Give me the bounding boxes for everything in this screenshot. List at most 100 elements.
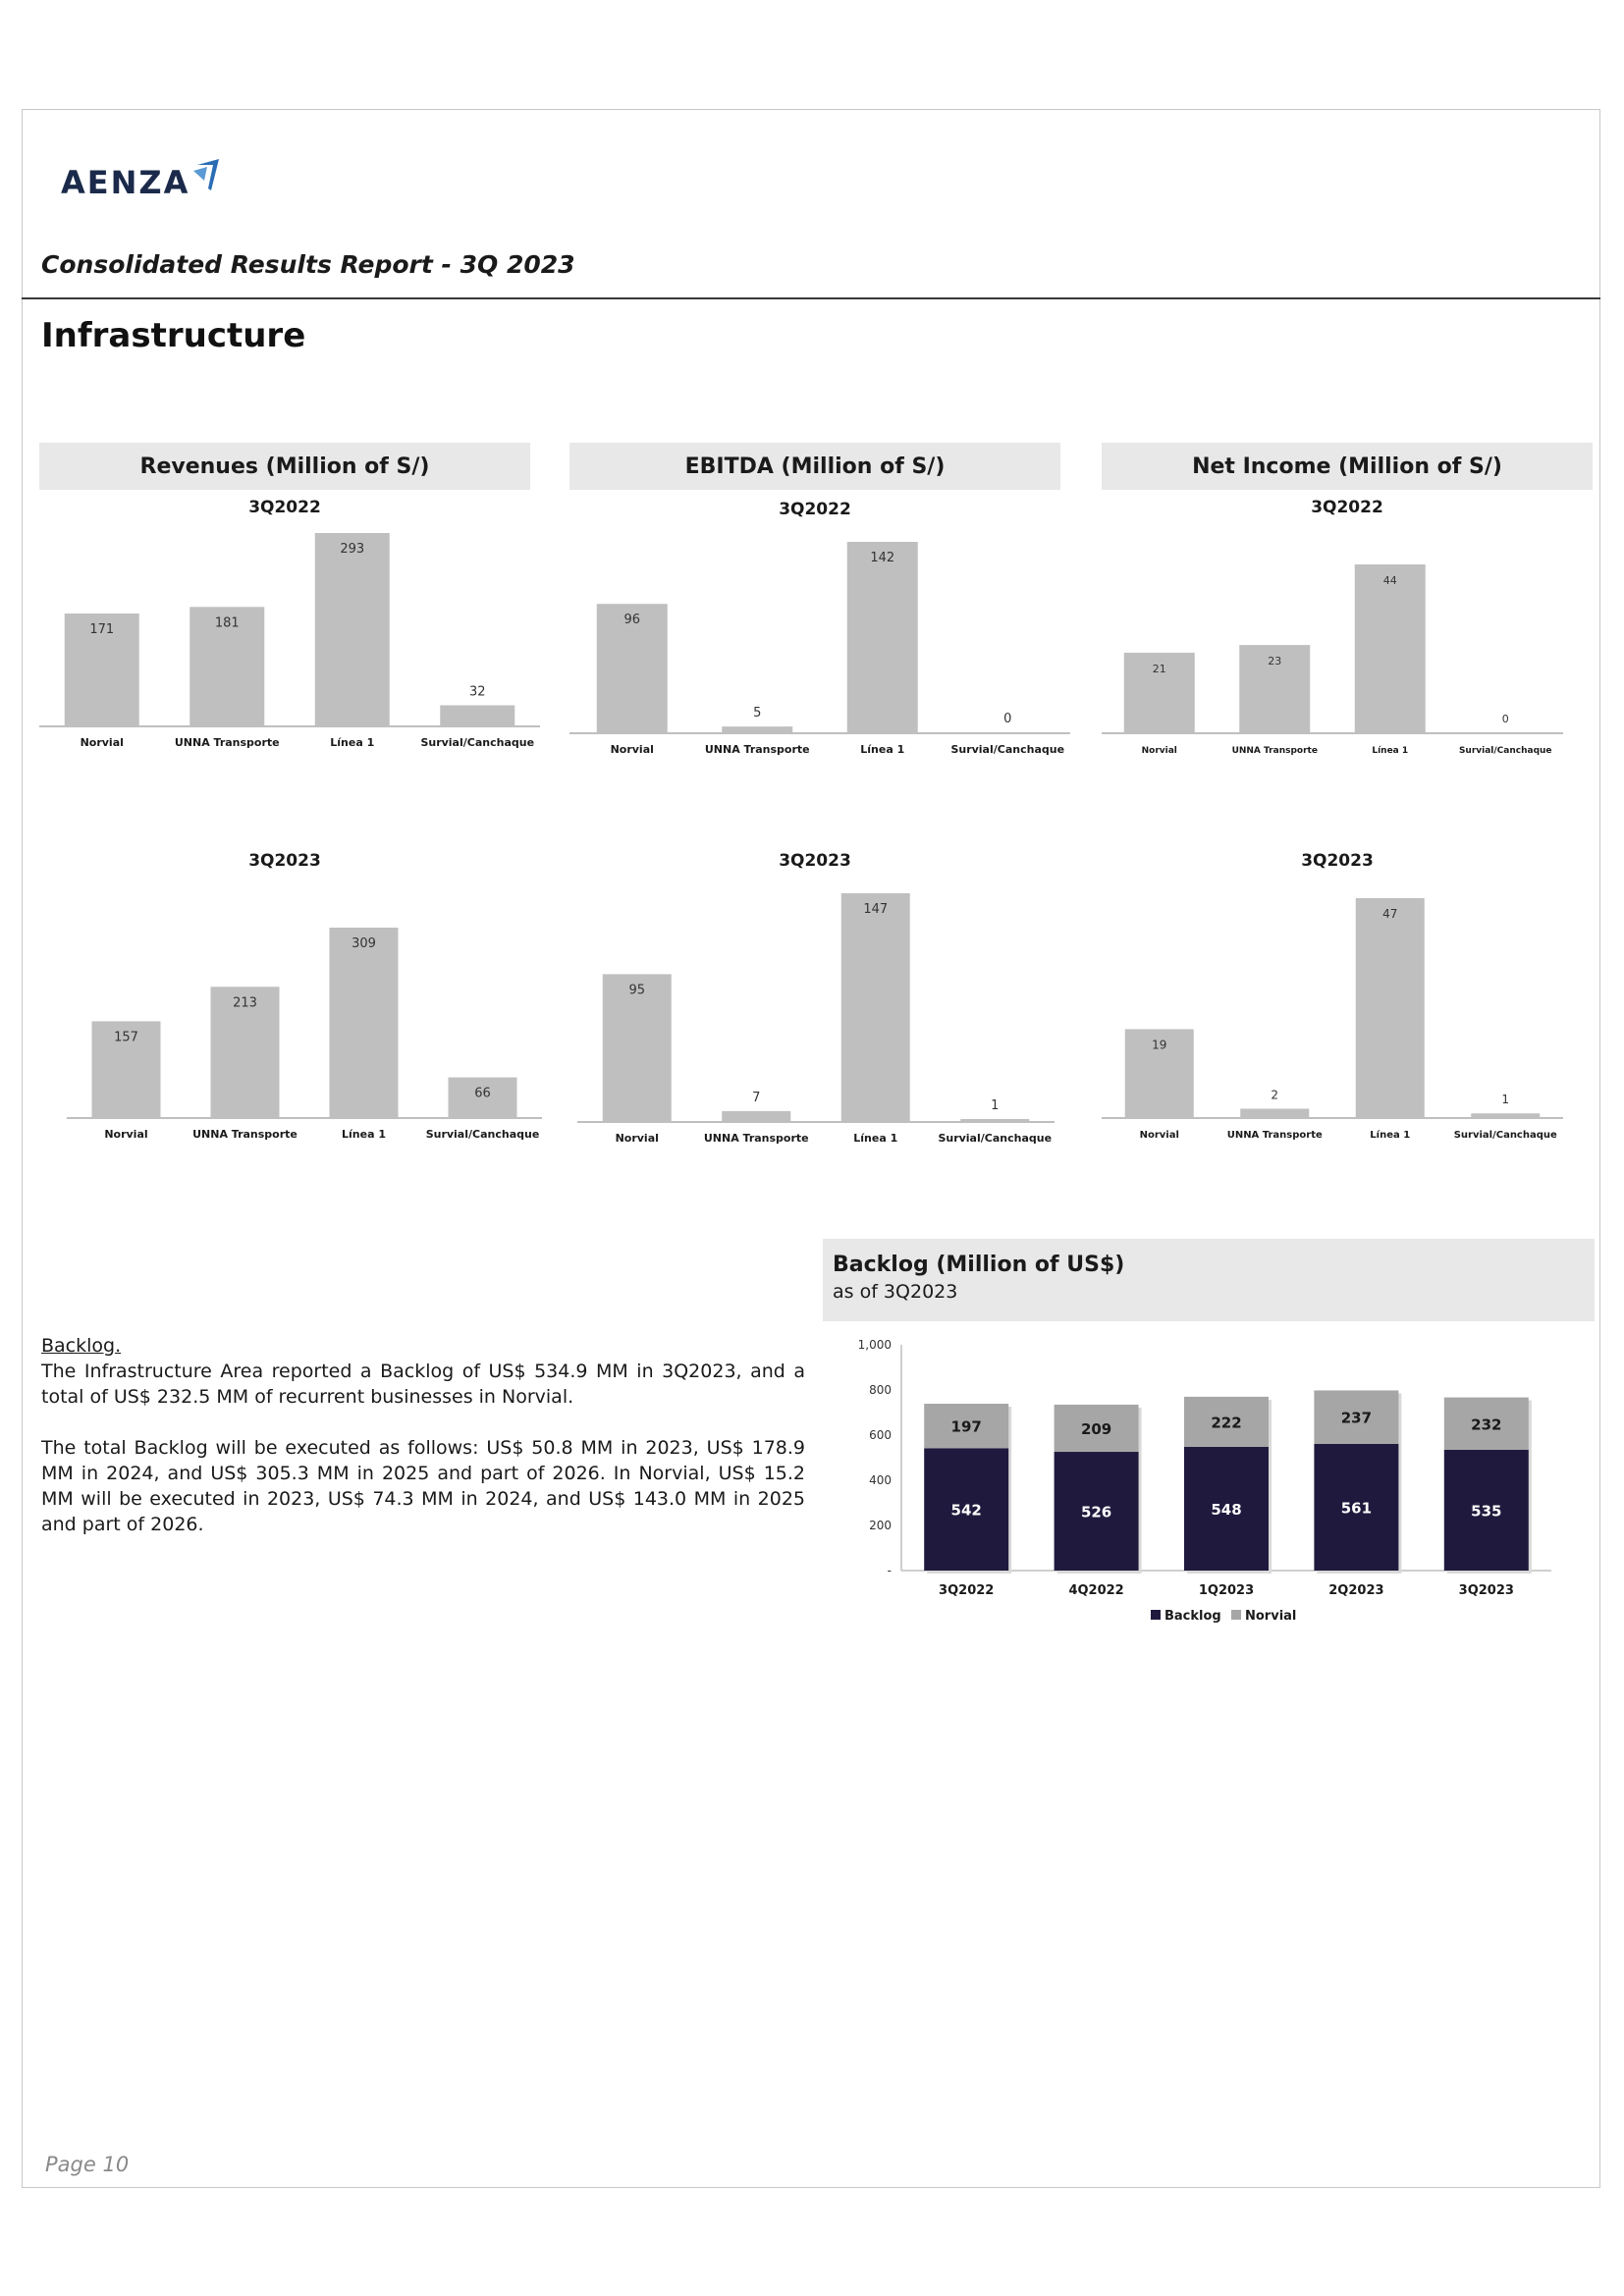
net-income-3q2023-chart: 19 Norvial 2 UNNA Transporte 47 Línea 1 1 Survi… (1102, 898, 1563, 1141)
category-label: Norvial (611, 743, 654, 756)
data-label: 0 (1003, 712, 1011, 726)
data-label: 32 (469, 684, 486, 699)
revenues-header: Revenues (Million of S/) (39, 443, 530, 490)
category-label: Survial/Canchaque (426, 1128, 540, 1141)
norvial-bar (1443, 1397, 1529, 1450)
bar (1354, 564, 1426, 733)
category-label: Norvial (81, 736, 124, 749)
data-label: 66 (474, 1087, 491, 1101)
norvial-value-label: 209 (1081, 1420, 1111, 1438)
bar (846, 542, 918, 733)
backlog-bar (1314, 1443, 1399, 1571)
bar (1124, 1029, 1194, 1118)
bar (329, 928, 399, 1118)
backlog-heading: Backlog. (41, 1335, 122, 1357)
category-label: Norvial (104, 1128, 147, 1141)
net-income-header: Net Income (Million of S/) (1102, 443, 1593, 490)
revenues-3q2022-chart: 171 Norvial 181 UNNA Transporte 293 Línea 1 32… (39, 533, 540, 749)
bar (1239, 645, 1311, 733)
data-label: 181 (215, 615, 240, 630)
legend-swatch-norvial (1231, 1610, 1241, 1620)
bar (1471, 1113, 1541, 1118)
data-label: 47 (1382, 907, 1397, 921)
backlog-paragraph-2: The total Backlog will be executed as fo… (41, 1437, 805, 1535)
norvial-value-label: 237 (1341, 1410, 1372, 1427)
y-tick-label: 600 (869, 1428, 892, 1442)
ebitda-header: EBITDA (Million of S/) (569, 443, 1060, 490)
data-label: 19 (1152, 1038, 1166, 1051)
ebi23-title: 3Q2023 (779, 851, 851, 871)
bar (448, 1077, 517, 1118)
data-label: 142 (870, 551, 894, 565)
category-label: UNNA Transporte (175, 736, 280, 749)
data-label: 147 (863, 902, 888, 917)
legend-label-norvial: Norvial (1245, 1609, 1296, 1624)
category-label: Línea 1 (1370, 1129, 1410, 1141)
norvial-bar (1314, 1390, 1399, 1444)
category-label: Survial/Canchaque (1459, 746, 1552, 756)
logo-text: AENZA (61, 164, 190, 201)
category-label: Survial/Canchaque (1454, 1130, 1557, 1141)
page-frame (22, 109, 1600, 2188)
y-tick-label: 800 (869, 1383, 892, 1397)
norvial-value-label: 197 (951, 1418, 982, 1436)
bar (602, 974, 672, 1122)
category-label: Norvial (1140, 1130, 1179, 1141)
norvial-bar (1054, 1404, 1139, 1453)
backlog-text: Backlog. The Infrastructure Area reporte… (41, 1333, 805, 1563)
norvial-value-label: 232 (1471, 1415, 1501, 1433)
bar (722, 1110, 791, 1122)
bar (440, 705, 515, 726)
ebitda-3q2023-chart: 95 Norvial 7 UNNA Transporte 147 Línea 1 1 Surv… (577, 893, 1055, 1145)
y-tick-label: 200 (869, 1519, 892, 1532)
net-income-3q2022-chart: 21 Norvial 23 UNNA Transporte 44 Línea 1 0 Surv… (1102, 564, 1563, 756)
data-label: 95 (628, 983, 645, 997)
legend-swatch-backlog (1151, 1610, 1161, 1620)
bar (596, 604, 668, 733)
data-label: 213 (233, 995, 257, 1010)
bar (840, 893, 910, 1122)
backlog-stacked-chart: - 200 400 600 800 1,000 542 197 3Q2022 526 209 4Q20… (858, 1338, 1551, 1624)
backlog-value-label: 542 (951, 1502, 982, 1520)
backlog-value-label: 535 (1471, 1502, 1501, 1520)
ebi22-title: 3Q2022 (779, 500, 851, 519)
category-label: 3Q2023 (1459, 1583, 1514, 1598)
ni22-title: 3Q2022 (1311, 498, 1383, 517)
category-label: Norvial (1142, 746, 1177, 756)
backlog-bar (924, 1448, 1009, 1571)
data-label: 157 (114, 1030, 138, 1044)
aenza-logo: AENZA (61, 159, 221, 198)
data-label: 23 (1268, 655, 1281, 667)
category-label: Línea 1 (330, 736, 374, 749)
bar (1355, 898, 1425, 1118)
backlog-header: Backlog (Million of US$) as of 3Q2023 (823, 1239, 1595, 1321)
ni23-title: 3Q2023 (1301, 851, 1374, 871)
data-label: 7 (752, 1091, 760, 1105)
category-label: Survial/Canchaque (950, 743, 1064, 756)
y-tick-label: - (888, 1564, 892, 1577)
page-number: Page 10 (45, 2153, 130, 2176)
backlog-bar (1054, 1452, 1139, 1571)
logo-mark-icon (193, 159, 220, 190)
backlog-paragraph-1: The Infrastructure Area reported a Backl… (41, 1361, 805, 1408)
bar (1240, 1108, 1310, 1118)
category-label: Línea 1 (342, 1128, 386, 1141)
bar (189, 607, 265, 726)
bar (960, 1119, 1030, 1122)
category-label: UNNA Transporte (1227, 1130, 1323, 1141)
title-divider (22, 297, 1600, 299)
backlog-title: Backlog (Million of US$) (833, 1253, 1125, 1277)
report-title: Consolidated Results Report - 3Q 2023 (41, 250, 575, 279)
legend-label-backlog: Backlog (1164, 1609, 1221, 1624)
data-label: 293 (340, 542, 364, 557)
data-label: 0 (1502, 713, 1509, 725)
rev22-title: 3Q2022 (248, 498, 321, 517)
data-label: 44 (1383, 574, 1397, 587)
data-label: 96 (623, 613, 640, 627)
backlog-bar (1443, 1449, 1529, 1571)
category-label: Survial/Canchaque (938, 1132, 1052, 1145)
norvial-bar (1184, 1396, 1269, 1447)
revenues-3q2023-chart: 157 Norvial 213 UNNA Transporte 309 Línea 1 66… (67, 928, 542, 1141)
category-label: Línea 1 (853, 1132, 897, 1145)
data-label: 21 (1153, 663, 1166, 675)
